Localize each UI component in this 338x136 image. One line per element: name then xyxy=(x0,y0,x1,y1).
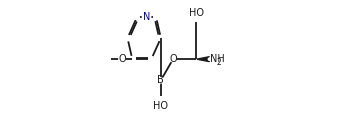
Text: HO: HO xyxy=(153,101,168,111)
Ellipse shape xyxy=(170,56,176,62)
Text: HO: HO xyxy=(189,8,204,18)
Text: O: O xyxy=(169,54,177,64)
Ellipse shape xyxy=(158,78,164,83)
Ellipse shape xyxy=(142,14,151,20)
Text: 2: 2 xyxy=(217,58,222,67)
Text: N: N xyxy=(143,12,150,22)
Ellipse shape xyxy=(208,58,211,60)
Text: B: B xyxy=(158,75,164,85)
Ellipse shape xyxy=(192,14,201,21)
Ellipse shape xyxy=(119,56,125,62)
Text: NH: NH xyxy=(210,54,224,64)
Polygon shape xyxy=(197,57,209,62)
Ellipse shape xyxy=(155,97,166,106)
Text: O: O xyxy=(118,54,126,64)
